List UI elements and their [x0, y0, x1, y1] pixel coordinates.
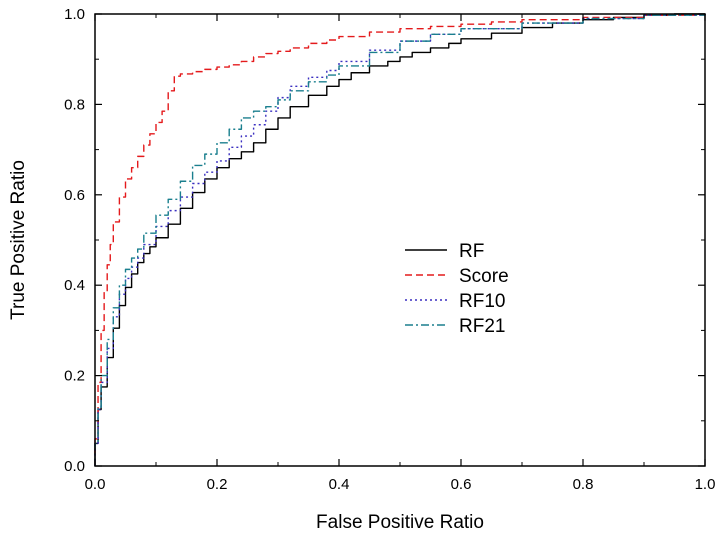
series-line-rf — [94, 13, 705, 466]
curves — [94, 13, 706, 466]
x-tick-label: 1.0 — [695, 476, 716, 493]
y-tick-label: 0.6 — [64, 187, 85, 204]
x-tick-label: 0.4 — [329, 476, 350, 493]
series-line-score — [94, 14, 706, 466]
y-tick-label: 0.8 — [64, 96, 85, 113]
x-tick-label: 0.0 — [85, 476, 106, 493]
plot-frame — [94, 13, 706, 467]
y-axis-title: True Positive Ratio — [8, 160, 29, 320]
y-tick-label: 1.0 — [64, 6, 85, 23]
y-tick-label: 0.0 — [64, 458, 85, 475]
legend-label-rf10: RF10 — [459, 291, 505, 312]
y-tick-label: 0.4 — [64, 277, 85, 294]
y-tick-label: 0.2 — [64, 368, 85, 385]
legend-label-rf: RF — [459, 241, 484, 262]
x-tick-label: 0.8 — [573, 476, 594, 493]
series-line-rf10 — [94, 14, 706, 466]
series-line-rf21 — [94, 14, 706, 466]
legend-label-score: Score — [459, 266, 509, 287]
legend: RF Score RF10 RF21 — [405, 241, 509, 337]
x-axis-ticks: 0.0 0.2 0.4 0.6 0.8 1.0 — [85, 14, 716, 493]
x-tick-label: 0.2 — [207, 476, 228, 493]
y-axis-ticks: 0.0 0.2 0.4 0.6 0.8 1.0 — [64, 6, 705, 475]
x-tick-label: 0.6 — [451, 476, 472, 493]
legend-label-rf21: RF21 — [459, 316, 505, 337]
x-axis-title: False Positive Ratio — [316, 512, 484, 533]
